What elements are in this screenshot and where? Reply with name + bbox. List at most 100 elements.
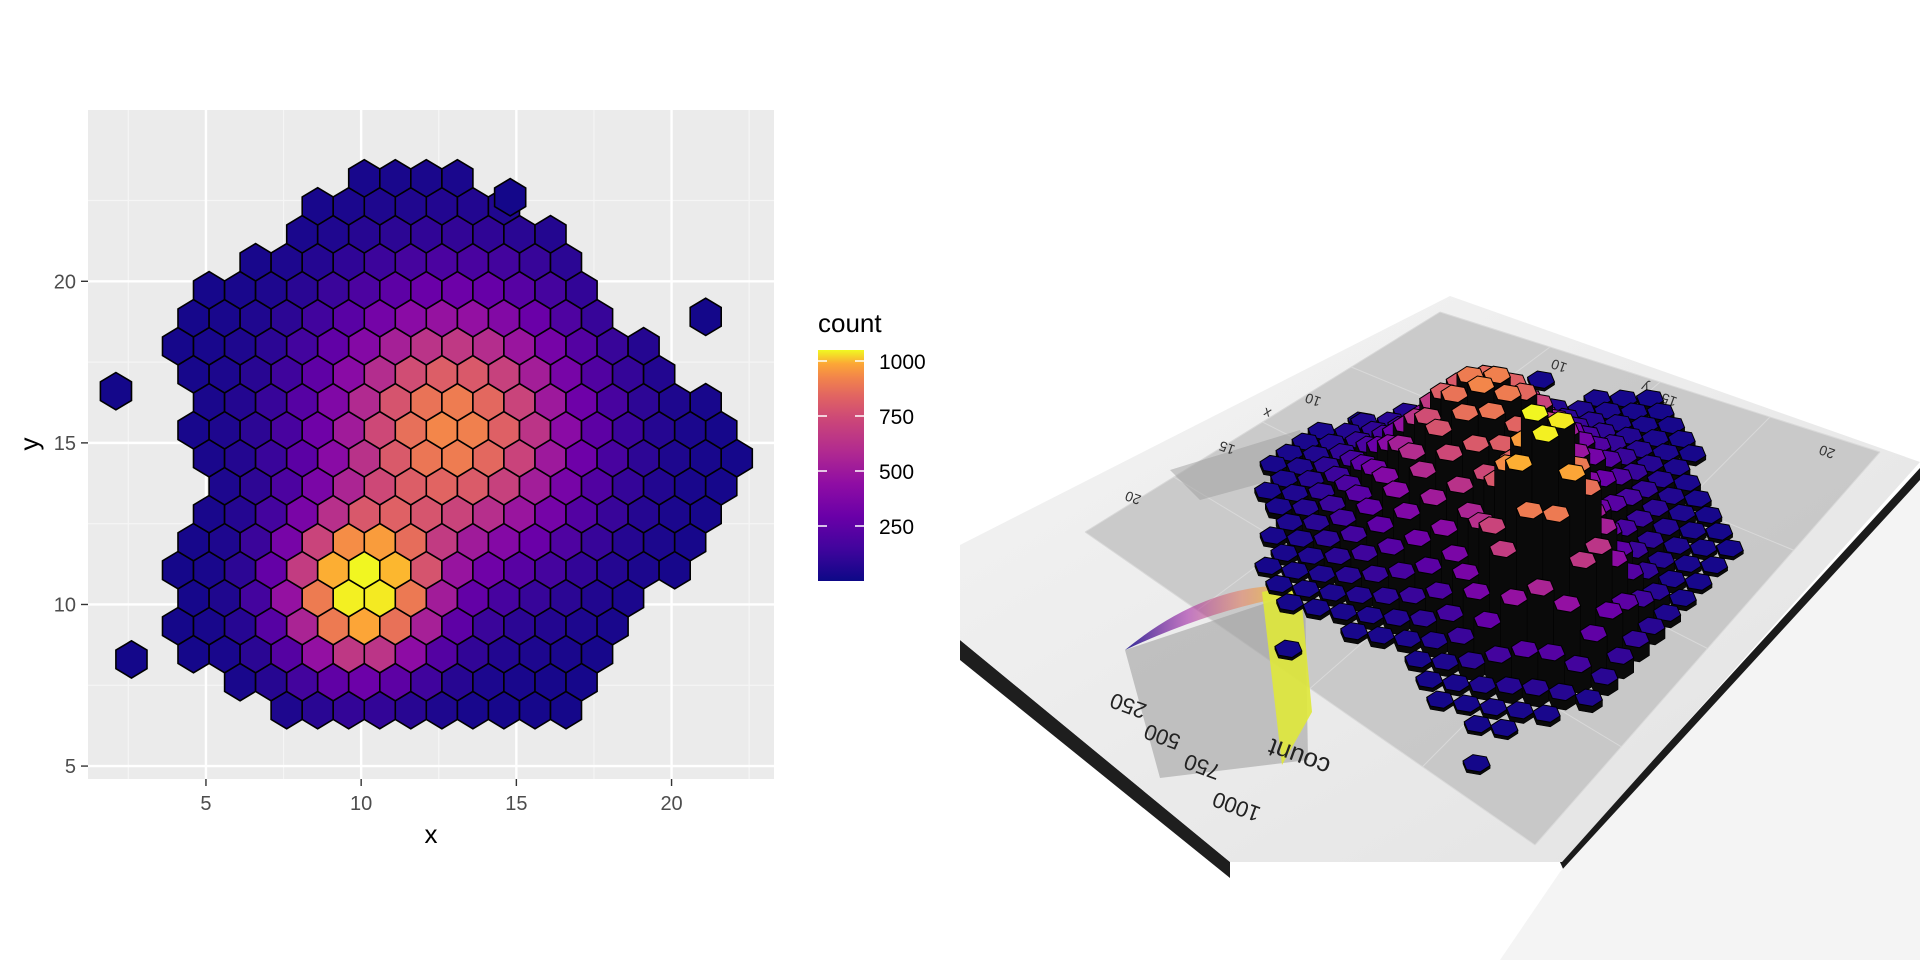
hex-column-top — [1668, 588, 1697, 608]
hex-column-top — [1468, 675, 1497, 694]
hex-column-top — [1393, 629, 1422, 648]
hex-column-top — [1312, 529, 1342, 548]
floor-grid-line — [1534, 451, 1881, 846]
x3d-tick-20: 20 — [1123, 488, 1143, 508]
hex-column-top — [1684, 572, 1713, 591]
hex-bin — [493, 177, 527, 217]
legend: count 250 500 750 1000 — [818, 308, 926, 581]
hex-column-top — [1678, 444, 1707, 463]
hex-column-top — [1366, 626, 1396, 645]
hex-column-top — [1270, 543, 1299, 563]
hex-column-top — [1678, 521, 1707, 540]
hex-column-top — [1699, 555, 1729, 575]
hex-column-top — [1345, 585, 1374, 605]
hex-column-top — [1457, 651, 1486, 670]
hex-column-top — [1280, 561, 1310, 580]
x3d-axis: 20 15 10 x — [1123, 390, 1323, 508]
hex-column-top — [1430, 518, 1459, 537]
hex-column-top — [1462, 754, 1491, 773]
hex-column-top — [1715, 538, 1744, 558]
hex-column-top — [1689, 538, 1718, 557]
hex-column-top — [1274, 639, 1303, 659]
hex-bin — [627, 326, 660, 366]
hex-column-top — [1462, 581, 1491, 601]
hex-column-top — [1264, 497, 1294, 516]
x3d-tick-15: 15 — [1217, 438, 1237, 458]
hex-column-top — [1302, 513, 1331, 532]
hex-column-top — [1504, 453, 1534, 472]
y-axis-title: y — [14, 438, 44, 451]
hex-column-top — [1532, 704, 1561, 723]
hex-column-top — [1286, 529, 1315, 548]
y3d-tick-10: 10 — [1549, 356, 1569, 376]
y-tick-label: 20 — [54, 271, 76, 293]
hex-column-top — [1415, 670, 1444, 689]
hex-bin — [115, 639, 148, 680]
hex-column-top — [1360, 564, 1390, 584]
hex-column-top — [1652, 517, 1681, 537]
legend-tick-label: 250 — [879, 516, 914, 539]
hex-bin — [534, 214, 567, 254]
hex-column-top — [1451, 403, 1480, 422]
hex-column-top — [1526, 370, 1556, 389]
hex-column-top — [1446, 626, 1476, 645]
x-tick-label: 15 — [505, 793, 527, 815]
hex-column-top — [1667, 503, 1697, 523]
hexbin-3d-plot: 20 15 10 x 10 15 20 y 250 500 750 1000 c… — [960, 296, 1920, 960]
hex-column-top — [1584, 536, 1613, 556]
hex-column-top — [1505, 700, 1535, 720]
hex-column-top — [1548, 682, 1577, 702]
hex-column-top — [1340, 621, 1369, 641]
hex-column-top — [1606, 646, 1635, 665]
hex-column-top — [1478, 516, 1507, 535]
hex-column-top — [1254, 556, 1283, 576]
hex-column-top — [1387, 561, 1416, 580]
hex-column-top — [1451, 562, 1480, 582]
hex-column-top — [1557, 463, 1587, 482]
hex-bin — [689, 382, 723, 422]
hex-column-top — [1404, 650, 1433, 669]
hex-column-top — [1350, 543, 1379, 563]
hex-column-top — [1403, 528, 1432, 548]
hex3d-layer — [1253, 364, 1744, 776]
hex-column-top — [1537, 643, 1566, 662]
hex-column-top — [1568, 550, 1598, 570]
hex-column-top — [1435, 443, 1464, 462]
hex-column-top — [1339, 524, 1368, 544]
hex-column-top — [1425, 581, 1454, 600]
x-tick-label: 10 — [350, 793, 372, 815]
y-tick-label: 10 — [54, 594, 76, 616]
hex-bin — [409, 158, 443, 198]
hex-column-top — [1662, 536, 1692, 555]
hex-column-top — [1552, 594, 1582, 613]
legend-tick-label: 500 — [879, 461, 914, 484]
legend-ticks: 250 500 750 1000 — [818, 351, 926, 539]
board-side-left — [960, 640, 1230, 878]
hex-column-top — [1490, 718, 1519, 738]
hex-column-top — [1408, 460, 1437, 479]
hex-column-top — [1521, 678, 1550, 697]
hex-column-top — [1493, 383, 1522, 403]
hex-column-top — [1704, 522, 1734, 541]
hex-column-top — [1526, 578, 1555, 597]
y-tick-label: 5 — [65, 756, 76, 778]
y3d-tick-20: 20 — [1817, 442, 1837, 462]
hex-column-top — [1440, 384, 1469, 404]
hex-column-top — [1265, 574, 1294, 594]
hex-column-top — [1479, 697, 1508, 717]
hex-column-top — [1637, 616, 1666, 636]
hex-column-top — [1323, 546, 1352, 566]
hex-column-top — [1461, 434, 1491, 453]
hex-column-top — [1499, 588, 1529, 607]
hex-column-top — [1419, 487, 1448, 507]
hex-column-top — [1520, 403, 1549, 422]
hex-column-top — [1275, 512, 1304, 532]
legend-tick-label: 1000 — [879, 351, 926, 374]
hex-column-top — [1547, 411, 1576, 430]
floor-shadow — [1170, 430, 1310, 500]
hex-column-top — [1452, 694, 1482, 713]
hex-column-top — [1441, 673, 1471, 693]
hex-column-top — [1355, 497, 1384, 516]
hex-column-top — [1510, 639, 1540, 659]
